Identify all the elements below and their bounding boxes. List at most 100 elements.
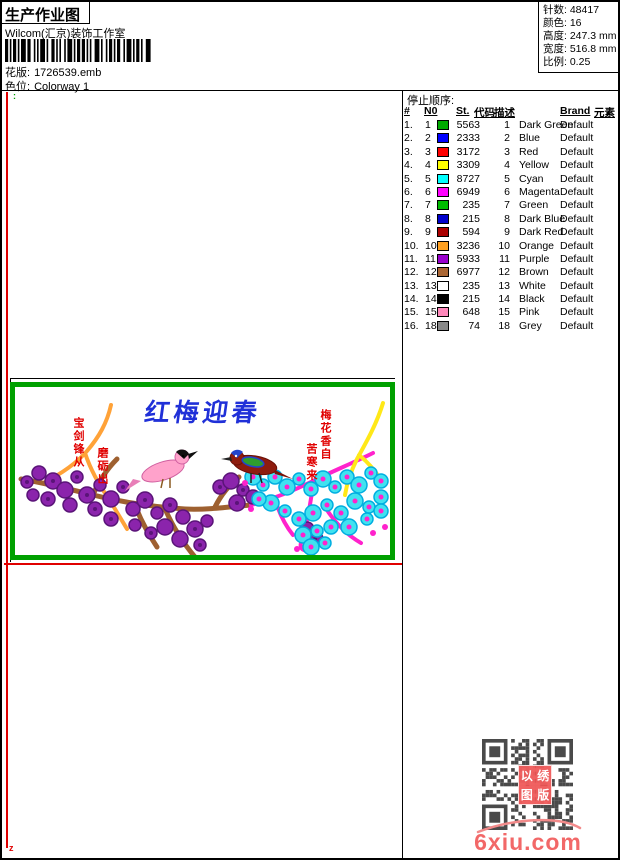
design-preview-frame: 红梅迎春 宝剑锋从 磨砺出 梅花香自 苦寒来 bbox=[10, 382, 395, 560]
row-brand: Default bbox=[560, 212, 594, 225]
row-color-name: Black bbox=[519, 293, 545, 306]
design-page-top-edge bbox=[10, 378, 395, 379]
stitch-count-label: 针数: bbox=[543, 4, 567, 16]
embroidery-design bbox=[18, 401, 389, 555]
col-header-code: 代码 bbox=[474, 107, 495, 119]
stop-sequence-label: 停止顺序: bbox=[407, 95, 455, 107]
right-inscription-2: 苦寒来 bbox=[305, 443, 318, 482]
scale-label: 比例: bbox=[543, 56, 567, 68]
studio-name: Wilcom(汇京)装饰工作室 bbox=[5, 28, 126, 40]
height-value: 247.3 mm bbox=[569, 30, 617, 42]
pink-bird-beak bbox=[188, 451, 198, 459]
table-body: 1. 1 5563 1 Dark Green Default 2. 2 2333 2 Blue De… bbox=[404, 119, 618, 333]
row-n0: 5 bbox=[425, 172, 431, 185]
design-calligraphy-title: 红梅迎春 bbox=[142, 398, 263, 427]
row-brand: Default bbox=[560, 319, 594, 332]
row-stitches: 6977 bbox=[456, 266, 480, 279]
dark-red-bird-tail bbox=[273, 469, 293, 479]
row-index: 13. bbox=[404, 279, 419, 292]
sheet-title-box: 生产作业图 bbox=[2, 2, 90, 24]
color-swatch bbox=[437, 307, 449, 318]
row-brand: Default bbox=[560, 226, 594, 239]
row-brand: Default bbox=[560, 293, 594, 306]
color-count-row: 颜色: 16 bbox=[543, 17, 618, 30]
row-index: 4. bbox=[404, 159, 413, 172]
col-header-desc: 描述 bbox=[494, 107, 515, 119]
row-index: 5. bbox=[404, 172, 413, 185]
col-header-element: 元素 bbox=[594, 107, 615, 119]
design-file-label: 花版: bbox=[5, 67, 31, 79]
row-stitches: 5563 bbox=[456, 119, 480, 131]
right-inscription-1: 梅花香自 bbox=[319, 409, 332, 461]
row-brand: Default bbox=[560, 306, 594, 319]
row-code: 5 bbox=[504, 172, 510, 185]
table-row: 4. 4 3309 4 Yellow Default bbox=[404, 159, 618, 172]
dark-red-bird-crown bbox=[231, 449, 243, 458]
red-vertical-guide bbox=[6, 92, 8, 848]
row-color-name: Grey bbox=[519, 319, 542, 332]
row-color-name: Brown bbox=[519, 266, 549, 279]
row-brand: Default bbox=[560, 199, 594, 212]
row-code: 6 bbox=[504, 185, 510, 198]
width-row: 宽度: 516.8 mm bbox=[543, 43, 618, 56]
width-label: 宽度: bbox=[543, 43, 567, 55]
row-code: 13 bbox=[498, 279, 510, 292]
table-row: 1. 1 5563 1 Dark Green Default bbox=[404, 119, 618, 132]
row-index: 6. bbox=[404, 185, 413, 198]
table-row: 6. 6 6949 6 Magenta Default bbox=[404, 185, 618, 199]
row-index: 12. bbox=[404, 266, 419, 279]
row-n0: 11 bbox=[425, 252, 436, 265]
row-n0: 13 bbox=[425, 279, 437, 292]
stamp-char: 绣 bbox=[535, 766, 551, 785]
row-n0: 10 bbox=[425, 239, 437, 252]
stitch-count-value: 48417 bbox=[569, 4, 600, 16]
row-index: 14. bbox=[404, 293, 419, 306]
color-count-label: 颜色: bbox=[543, 17, 567, 29]
row-brand: Default bbox=[560, 132, 594, 145]
row-brand: Default bbox=[560, 239, 594, 252]
row-color-name: Green bbox=[519, 199, 549, 212]
row-color-name: Dark Red bbox=[519, 226, 564, 239]
table-row: 14. 14 215 14 Black Default bbox=[404, 293, 618, 306]
row-stitches: 3309 bbox=[456, 159, 480, 172]
stamp-char: 图 bbox=[519, 785, 535, 804]
red-guide-end-mark: z bbox=[9, 843, 14, 853]
panel-divider-line bbox=[402, 90, 403, 858]
left-inscription-1: 宝剑锋从 bbox=[72, 417, 85, 469]
row-code: 10 bbox=[498, 239, 510, 252]
row-index: 7. bbox=[404, 199, 413, 212]
color-swatch bbox=[437, 200, 449, 211]
green-tick-mark: : bbox=[13, 91, 16, 101]
row-n0: 6 bbox=[425, 185, 431, 198]
row-code: 9 bbox=[504, 226, 510, 239]
row-n0: 3 bbox=[425, 145, 431, 158]
row-stitches: 3236 bbox=[456, 239, 480, 252]
row-index: 10. bbox=[404, 239, 419, 252]
header-divider-line bbox=[2, 90, 618, 91]
row-n0: 9 bbox=[425, 226, 431, 239]
red-horizontal-guide bbox=[4, 563, 402, 565]
watermark-text: 6xiu.com bbox=[474, 829, 582, 855]
row-index: 9. bbox=[404, 226, 413, 239]
height-label: 高度: bbox=[543, 30, 567, 42]
row-color-name: Magenta bbox=[519, 185, 560, 198]
stamp-char: 以 bbox=[519, 766, 535, 785]
row-n0: 14 bbox=[425, 293, 437, 306]
row-index: 15. bbox=[404, 306, 419, 319]
row-code: 14 bbox=[498, 293, 510, 306]
row-stitches: 5933 bbox=[456, 252, 480, 265]
row-n0: 12 bbox=[425, 266, 437, 279]
table-row: 3. 3 3172 3 Red Default bbox=[404, 145, 618, 159]
row-code: 11 bbox=[499, 252, 510, 265]
row-index: 8. bbox=[404, 212, 413, 225]
row-code: 3 bbox=[504, 145, 510, 158]
dark-red-bird-beak bbox=[221, 457, 232, 461]
col-header-brand: Brand bbox=[560, 105, 591, 117]
left-inscription-2: 磨砺出 bbox=[96, 447, 109, 486]
stop-sequence-table: 停止顺序: # N0 St. 代码 描述 Brand 元素 1. 1 5563 1 Da… bbox=[404, 92, 618, 338]
row-index: 2. bbox=[404, 132, 413, 145]
row-color-name: Blue bbox=[519, 132, 541, 145]
row-stitches: 215 bbox=[462, 293, 480, 306]
row-stitches: 8727 bbox=[456, 172, 480, 185]
width-value: 516.8 mm bbox=[569, 43, 617, 55]
